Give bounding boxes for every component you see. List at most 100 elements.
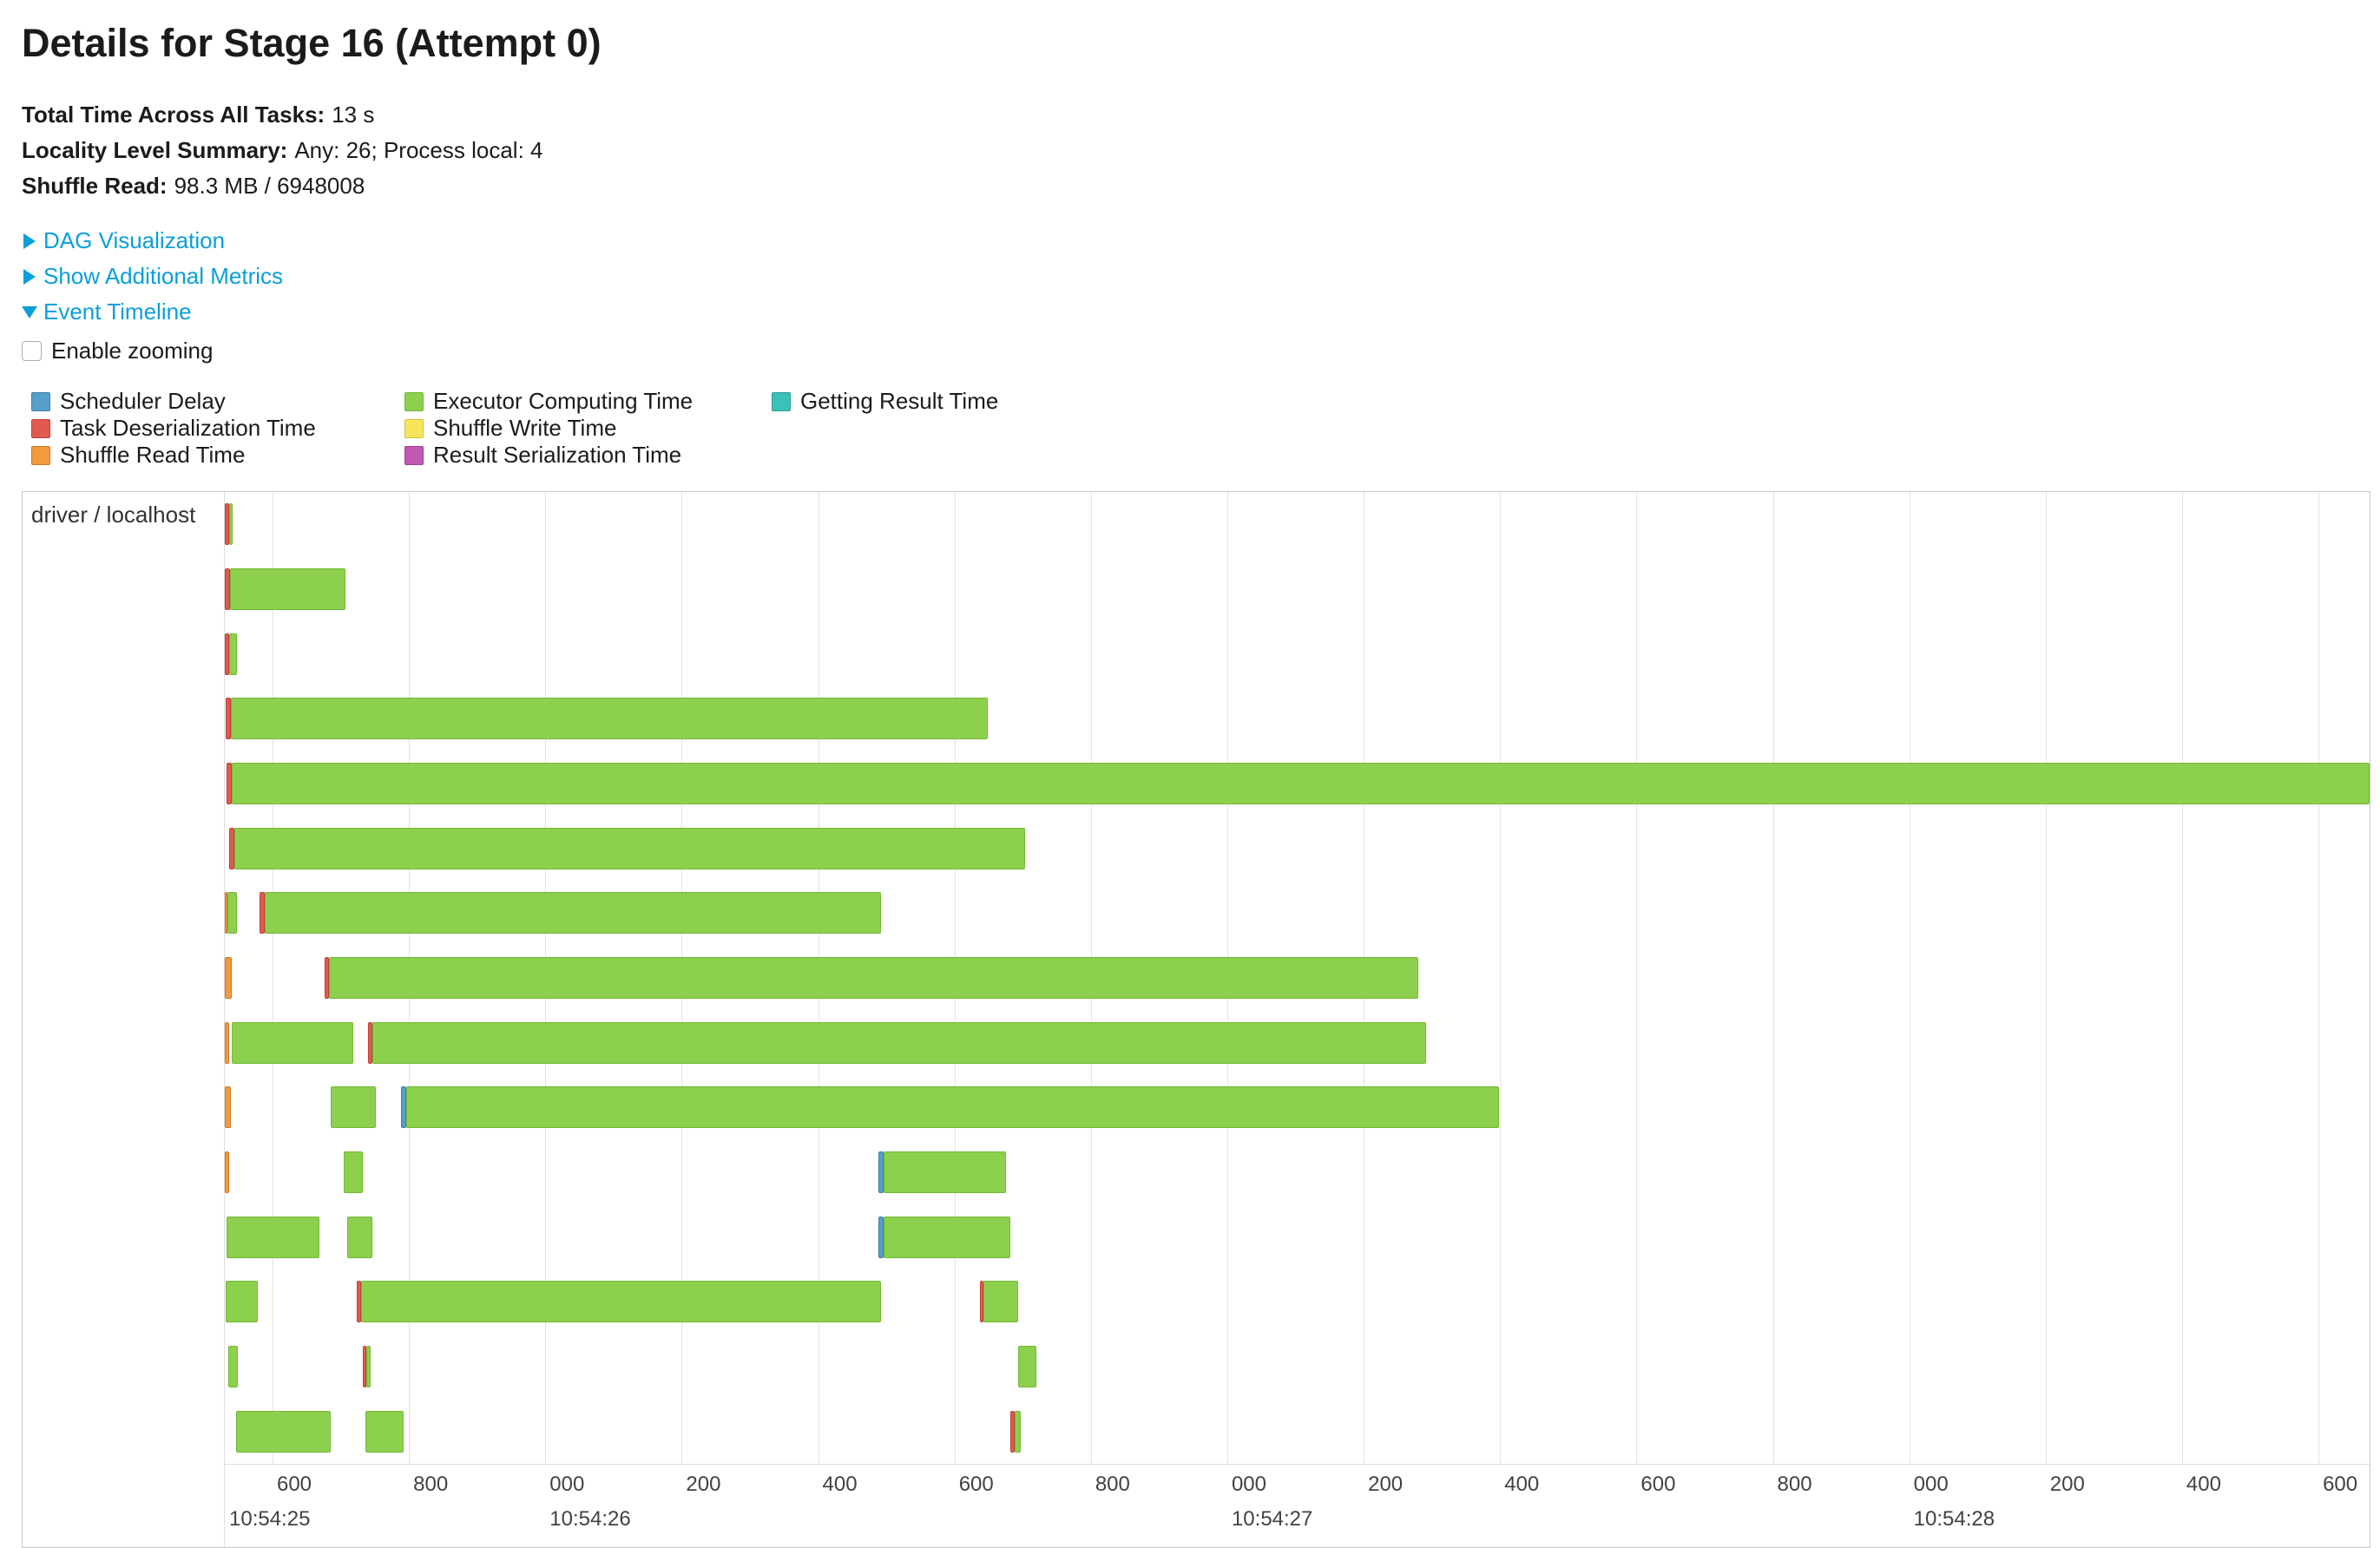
task-bar-task-deserialization[interactable]: [225, 633, 229, 675]
timeline-row: [225, 946, 2370, 1011]
task-bar-task-deserialization[interactable]: [1010, 1410, 1015, 1453]
summary-shuffle-read: Shuffle Read: 98.3 MB / 6948008: [22, 168, 2380, 204]
task-bar-executor-computing[interactable]: [233, 827, 1025, 869]
summary-value: 98.3 MB / 6948008: [174, 173, 365, 199]
task-bar-task-deserialization[interactable]: [226, 762, 232, 804]
task-bar-executor-computing[interactable]: [231, 762, 2370, 804]
axis-minor-tick-label: 000: [1913, 1473, 1949, 1496]
timeline-row: [225, 1010, 2370, 1075]
legend-swatch-task-deserialization: [31, 418, 50, 438]
task-bar-executor-computing[interactable]: [344, 1151, 364, 1193]
axis-minor-tick-label: 600: [2323, 1473, 2358, 1496]
task-bar-executor-computing[interactable]: [228, 633, 238, 675]
page-title: Details for Stage 16 (Attempt 0): [22, 21, 602, 65]
task-bar-executor-computing[interactable]: [329, 956, 1418, 999]
task-bar-executor-computing[interactable]: [361, 1281, 881, 1323]
legend-swatch-result-serialization: [404, 445, 424, 465]
task-bar-shuffle-read[interactable]: [225, 956, 232, 999]
axis-minor-tick-label: 800: [413, 1473, 449, 1496]
task-bar-executor-computing[interactable]: [231, 698, 989, 740]
gridline: [1500, 492, 1502, 1464]
legend-item-result-serialization: Result Serialization Time: [404, 442, 772, 469]
task-bar-task-deserialization[interactable]: [260, 892, 265, 935]
toggle-show-additional-metrics-label[interactable]: Show Additional Metrics: [43, 263, 284, 289]
task-bar-scheduler-delay[interactable]: [878, 1216, 884, 1258]
task-bar-shuffle-read[interactable]: [225, 892, 228, 935]
timeline-row: [225, 1075, 2370, 1140]
task-bar-executor-computing[interactable]: [1014, 1410, 1021, 1453]
legend-label: Scheduler Delay: [60, 388, 226, 414]
task-bar-task-deserialization[interactable]: [363, 1345, 367, 1387]
enable-zooming-row: Enable zooming: [22, 332, 2380, 369]
legend-item-shuffle-read: Shuffle Read Time: [31, 442, 404, 469]
task-bar-shuffle-read[interactable]: [225, 1021, 230, 1064]
task-bar-executor-computing[interactable]: [227, 1345, 238, 1387]
summary-total-time: Total Time Across All Tasks: 13 s: [22, 97, 2380, 133]
legend-label: Executor Computing Time: [433, 388, 694, 414]
task-bar-executor-computing[interactable]: [983, 1281, 1018, 1323]
task-bar-scheduler-delay[interactable]: [401, 1086, 406, 1129]
axis-minor-tick-label: 800: [1095, 1473, 1130, 1496]
task-bar-task-deserialization[interactable]: [356, 1281, 362, 1323]
task-bar-executor-computing[interactable]: [225, 1281, 259, 1323]
task-bar-executor-computing[interactable]: [1017, 1345, 1036, 1387]
task-bar-task-deserialization[interactable]: [225, 698, 232, 740]
legend-label: Shuffle Write Time: [433, 415, 617, 441]
axis-minor-tick-label: 400: [2186, 1473, 2221, 1496]
stage-summary: Total Time Across All Tasks: 13 s Localit…: [22, 97, 2380, 204]
task-bar-executor-computing[interactable]: [235, 1410, 331, 1453]
task-bar-task-deserialization[interactable]: [979, 1281, 984, 1323]
task-bar-executor-computing[interactable]: [230, 567, 346, 610]
task-bar-shuffle-read[interactable]: [225, 1151, 230, 1193]
axis-minor-tick-label: 400: [1504, 1473, 1540, 1496]
task-bar-executor-computing[interactable]: [227, 1216, 320, 1258]
legend-swatch-executor-computing: [404, 391, 424, 411]
axis-minor-tick-label: 000: [1231, 1473, 1266, 1496]
toggle-show-additional-metrics[interactable]: Show Additional Metrics: [22, 259, 2380, 294]
task-bar-executor-computing[interactable]: [883, 1151, 1007, 1193]
legend-swatch-shuffle-read: [31, 445, 50, 465]
task-bar-executor-computing[interactable]: [365, 1410, 404, 1453]
legend-label: Getting Result Time: [800, 388, 999, 414]
summary-label: Total Time Across All Tasks:: [22, 102, 325, 128]
task-bar-task-deserialization[interactable]: [225, 567, 231, 610]
timeline-row: [225, 1335, 2370, 1400]
axis-minor-tick-label: 600: [1640, 1473, 1676, 1496]
timeline-plot[interactable]: 600 800 000 200 400 600 800 000 200 400 600 800 000 2…: [225, 492, 2370, 1547]
task-bar-executor-computing[interactable]: [405, 1086, 1499, 1129]
legend-item-scheduler-delay: Scheduler Delay: [31, 388, 404, 415]
task-bar-executor-computing[interactable]: [227, 892, 238, 935]
timeline-row: [225, 816, 2370, 881]
timeline-row: [225, 1269, 2370, 1335]
task-bar-task-deserialization[interactable]: [324, 956, 330, 999]
axis-minor-tick-label: 400: [822, 1473, 858, 1496]
timeline-row: [225, 1399, 2370, 1464]
axis-major-time-label: 10:54:27: [1231, 1507, 1313, 1531]
task-bar-executor-computing[interactable]: [346, 1216, 373, 1258]
task-bar-scheduler-delay[interactable]: [878, 1151, 884, 1193]
toggle-dag-visualization-label[interactable]: DAG Visualization: [43, 227, 226, 253]
task-bar-executor-computing[interactable]: [372, 1021, 1426, 1064]
task-bar-executor-computing[interactable]: [229, 503, 233, 546]
timeline-legend: Scheduler Delay Task Deserialization Tim…: [22, 388, 2380, 469]
toggle-event-timeline-label[interactable]: Event Timeline: [43, 298, 192, 325]
collapsible-sections: DAG Visualization Show Additional Metric…: [22, 223, 2380, 330]
legend-item-getting-result: Getting Result Time: [772, 388, 2380, 415]
timeline-row: [225, 621, 2370, 686]
task-bar-executor-computing[interactable]: [883, 1216, 1011, 1258]
task-bar-task-deserialization[interactable]: [225, 503, 230, 546]
summary-label: Locality Level Summary:: [22, 137, 288, 163]
legend-item-executor-computing: Executor Computing Time: [404, 388, 772, 415]
toggle-event-timeline[interactable]: Event Timeline: [22, 294, 2380, 330]
task-bar-executor-computing[interactable]: [264, 892, 881, 935]
task-bar-executor-computing[interactable]: [330, 1086, 377, 1129]
task-bar-executor-computing[interactable]: [366, 1345, 371, 1387]
axis-minor-tick-label: 200: [686, 1473, 721, 1496]
task-bar-task-deserialization[interactable]: [367, 1021, 373, 1064]
enable-zooming-checkbox[interactable]: [22, 340, 42, 361]
task-bar-executor-computing[interactable]: [231, 1021, 353, 1064]
toggle-dag-visualization[interactable]: DAG Visualization: [22, 223, 2380, 259]
task-bar-task-deserialization[interactable]: [228, 827, 234, 869]
task-bar-shuffle-read[interactable]: [225, 1086, 232, 1129]
